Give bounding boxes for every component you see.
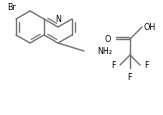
Text: NH₂: NH₂ — [97, 47, 112, 56]
Text: F: F — [144, 61, 148, 70]
Text: N: N — [55, 15, 61, 24]
Text: Br: Br — [7, 3, 16, 12]
Text: OH: OH — [143, 23, 155, 32]
Text: F: F — [111, 61, 116, 70]
Text: F: F — [128, 72, 132, 81]
Text: O: O — [105, 35, 111, 44]
